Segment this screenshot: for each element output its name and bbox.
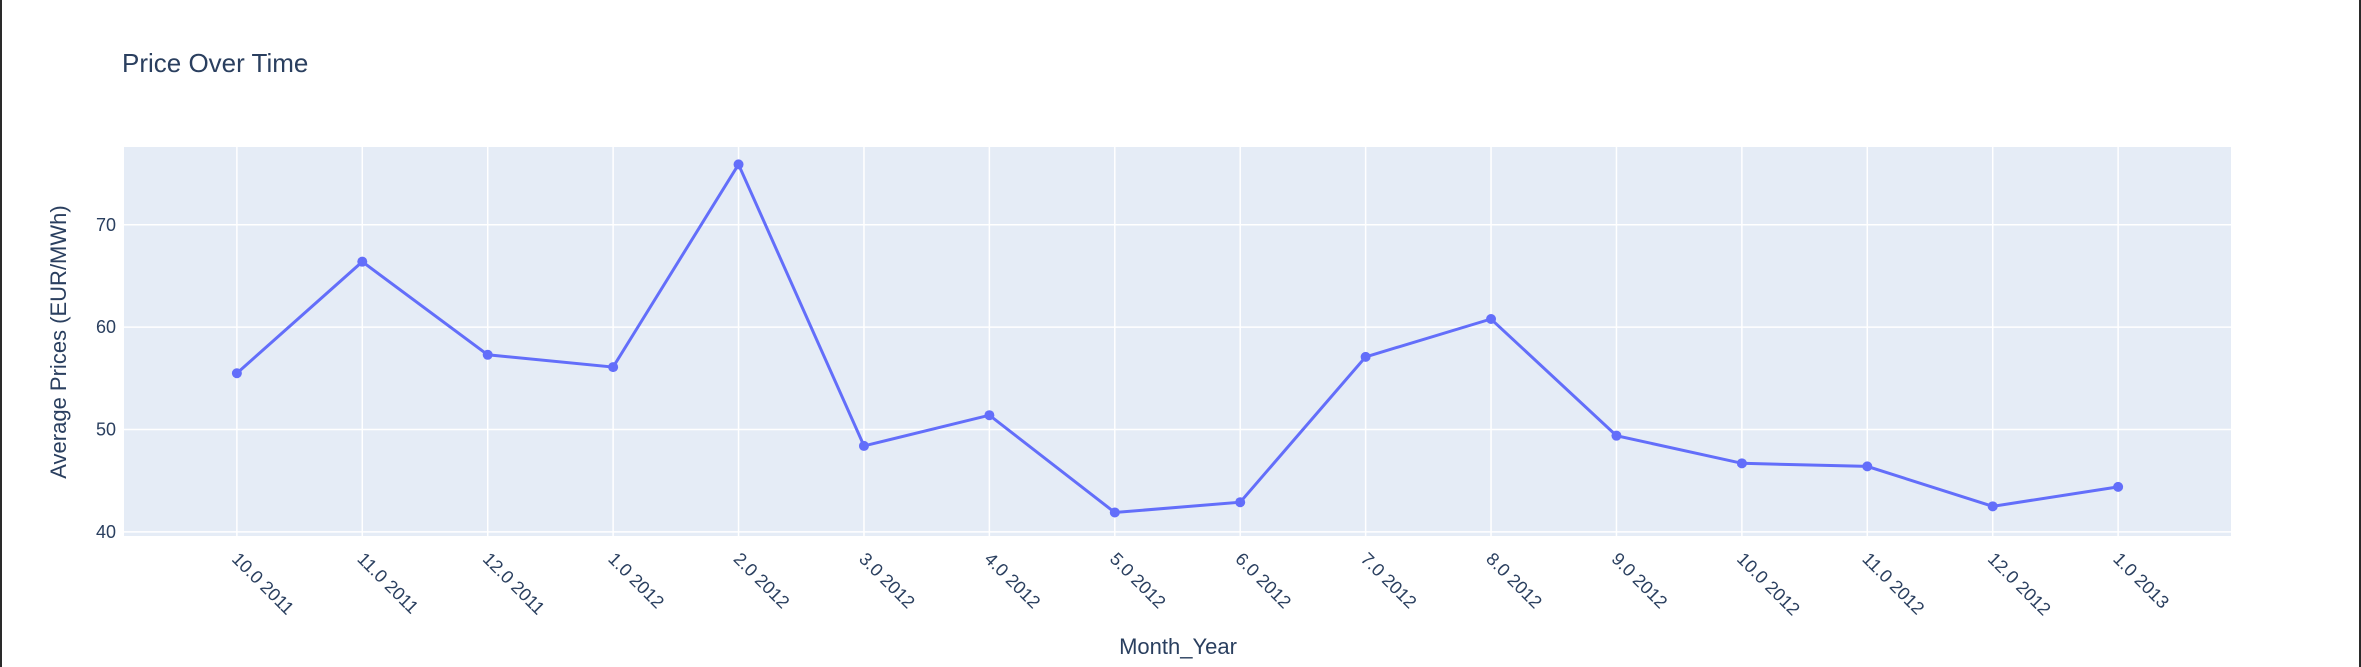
- x-tick-label: 10.0 2012: [1733, 549, 1804, 620]
- x-tick-label: 11.0 2012: [1858, 549, 1928, 619]
- y-tick-label: 60: [96, 317, 116, 337]
- y-gridlines: [124, 224, 2231, 533]
- data-point[interactable]: [733, 159, 744, 170]
- x-tick-label: 1.0 2012: [604, 549, 668, 613]
- x-tick-label: 1.0 2013: [2109, 549, 2173, 613]
- y-tick-label: 40: [96, 522, 116, 542]
- x-tick-label: 3.0 2012: [855, 549, 919, 613]
- data-point[interactable]: [1109, 507, 1120, 518]
- data-point[interactable]: [1987, 501, 1998, 512]
- x-tick-label: 6.0 2012: [1231, 549, 1295, 613]
- y-axis-title: Average Prices (EUR/MWh): [46, 205, 71, 478]
- price-series-points: [231, 159, 2124, 518]
- data-point[interactable]: [608, 362, 619, 373]
- data-point[interactable]: [1611, 430, 1622, 441]
- x-tick-label: 5.0 2012: [1106, 549, 1170, 613]
- x-tick-label: 8.0 2012: [1482, 549, 1546, 613]
- x-tick-label: 12.0 2011: [479, 549, 549, 619]
- y-tick-label: 70: [96, 215, 116, 235]
- x-tick-label: 2.0 2012: [730, 549, 794, 613]
- price-series-line: [235, 161, 2119, 515]
- x-tick-label: 7.0 2012: [1357, 549, 1421, 613]
- x-tick-label: 10.0 2011: [228, 549, 298, 619]
- data-point[interactable]: [858, 440, 869, 451]
- data-point[interactable]: [1360, 351, 1371, 362]
- x-axis-title: Month_Year: [1119, 634, 1237, 659]
- x-axis-ticks: 10.0 2011 11.0 2011 12.0 2011 1.0 2012 2.0 2…: [228, 549, 2173, 620]
- y-axis-ticks: 40 50 60 70: [96, 215, 116, 542]
- plot-area: [124, 147, 2231, 536]
- data-point[interactable]: [2113, 481, 2124, 492]
- data-point[interactable]: [482, 349, 493, 360]
- data-point[interactable]: [1486, 313, 1497, 324]
- x-tick-label: 12.0 2012: [1984, 549, 2055, 620]
- data-point[interactable]: [1736, 458, 1747, 469]
- chart-title: Price Over Time: [122, 48, 308, 78]
- data-point[interactable]: [984, 410, 995, 421]
- y-tick-label: 50: [96, 420, 116, 440]
- x-tick-label: 4.0 2012: [981, 549, 1045, 613]
- x-tick-label: 11.0 2011: [353, 549, 422, 618]
- x-tick-label: 9.0 2012: [1608, 549, 1672, 613]
- data-point[interactable]: [1862, 461, 1873, 472]
- x-gridlines: [236, 147, 2119, 536]
- data-point[interactable]: [1235, 497, 1246, 508]
- data-point[interactable]: [231, 368, 242, 379]
- data-point[interactable]: [357, 256, 368, 267]
